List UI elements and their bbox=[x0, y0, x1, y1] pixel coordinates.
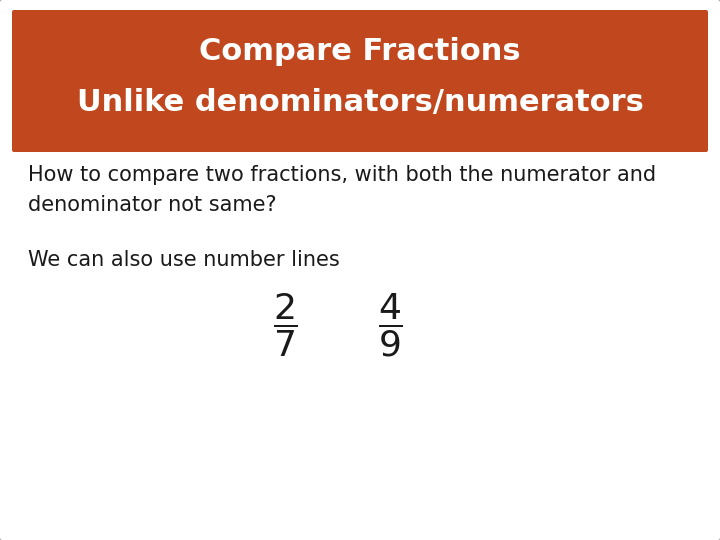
Text: Unlike denominators/numerators: Unlike denominators/numerators bbox=[76, 87, 644, 117]
Text: $\dfrac{4}{9}$: $\dfrac{4}{9}$ bbox=[377, 292, 402, 359]
Text: $\dfrac{2}{7}$: $\dfrac{2}{7}$ bbox=[272, 292, 297, 359]
FancyBboxPatch shape bbox=[12, 10, 708, 152]
Text: Compare Fractions: Compare Fractions bbox=[199, 37, 521, 66]
Text: We can also use number lines: We can also use number lines bbox=[28, 250, 340, 270]
Text: How to compare two fractions, with both the numerator and
denominator not same?: How to compare two fractions, with both … bbox=[28, 165, 656, 214]
